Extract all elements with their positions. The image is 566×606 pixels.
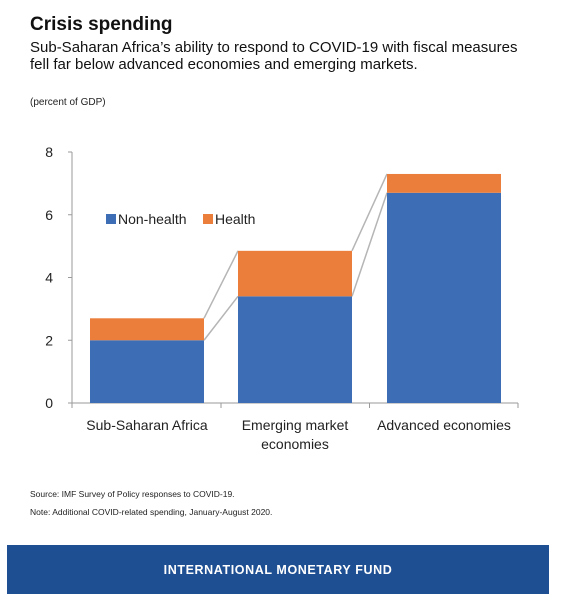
- legend-swatch: [106, 214, 116, 224]
- connector-line-base: [351, 192, 388, 297]
- bar-health-1: [90, 318, 204, 341]
- bar-non-health-3: [387, 192, 501, 403]
- legend-label: Health: [215, 211, 255, 227]
- chart-subtitle: Sub-Saharan Africa’s ability to respond …: [30, 39, 518, 73]
- bar-non-health-2: [238, 296, 352, 403]
- x-category-label: economies: [261, 436, 329, 452]
- bar-health-3: [387, 173, 501, 193]
- x-category-label: Advanced economies: [377, 417, 511, 433]
- y-tick-label: 4: [45, 270, 53, 286]
- connector-line-total: [351, 173, 388, 252]
- footnote: Note: Additional COVID-related spending,…: [30, 507, 273, 517]
- x-category-label: Emerging market: [242, 417, 349, 433]
- y-tick-label: 2: [45, 332, 53, 348]
- x-category-label: Sub-Saharan Africa: [86, 417, 208, 433]
- connector-line-base: [203, 295, 239, 341]
- bar-health-2: [238, 250, 352, 297]
- y-tick-label: 0: [45, 395, 53, 411]
- y-tick-label: 6: [45, 207, 53, 223]
- footer-banner: INTERNATIONAL MONETARY FUND: [7, 545, 549, 594]
- stacked-bar-chart: 0 2 4 6 8 Non-health Health Sub-Saharan Afric…: [45, 144, 519, 452]
- y-tick-label: 8: [45, 144, 53, 160]
- source-note: Source: IMF Survey of Policy responses t…: [30, 489, 235, 499]
- units-label: (percent of GDP): [30, 97, 106, 108]
- bar-non-health-1: [90, 340, 204, 403]
- connector-line-total: [203, 250, 239, 319]
- imf-wordmark: INTERNATIONAL MONETARY FUND: [163, 562, 393, 577]
- legend-label: Non-health: [118, 211, 187, 227]
- chart-title: Crisis spending: [30, 14, 173, 35]
- legend-swatch: [203, 214, 213, 224]
